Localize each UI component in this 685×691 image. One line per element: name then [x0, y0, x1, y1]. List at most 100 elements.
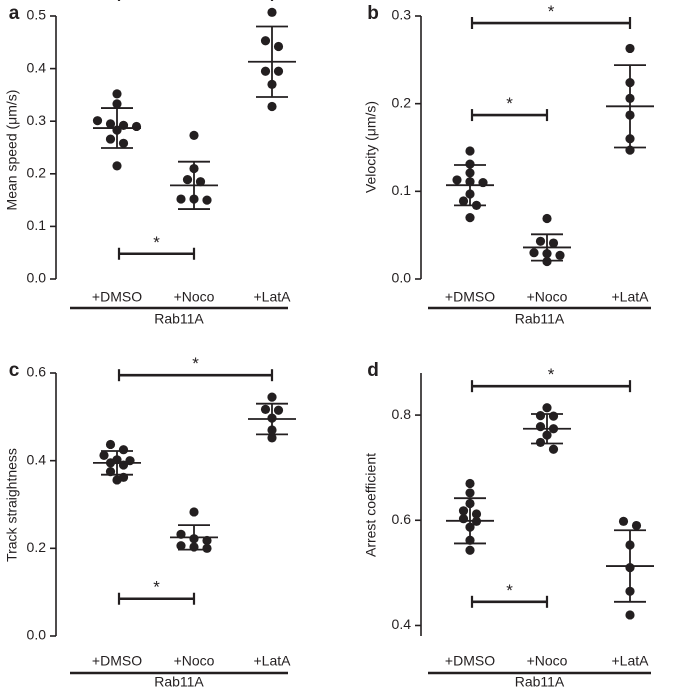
- panel-a: a Mean speed (μm/s) 0.0 0.1 0.2 0.3 0.4 0.5 +DMS…: [4, 0, 296, 327]
- data-point: [273, 41, 284, 52]
- data-point: [202, 543, 212, 553]
- data-point: [267, 7, 277, 17]
- data-point: [92, 116, 103, 126]
- significance-asterisk: *: [506, 581, 513, 600]
- data-point: [195, 177, 206, 187]
- y-axis-title: Mean speed (μm/s): [4, 90, 20, 211]
- group-label: Rab11A: [154, 674, 204, 690]
- data-point: [105, 134, 116, 144]
- group-label: Rab11A: [515, 311, 565, 327]
- significance-asterisk: *: [506, 94, 513, 113]
- data-point: [548, 238, 559, 248]
- x-category-label: +DMSO: [92, 653, 142, 669]
- data-point: [105, 439, 116, 450]
- data-point: [625, 43, 635, 54]
- data-point: [452, 175, 462, 185]
- panel-d: d Arrest coefficient 0.4 0.6 0.8 +DMSO +Noco +L…: [363, 360, 654, 690]
- y-tick-label: 0.3: [27, 112, 47, 128]
- y-axis-title: Arrest coefficient: [363, 453, 379, 557]
- panel-label: b: [367, 3, 379, 24]
- panel-label: c: [9, 360, 20, 381]
- x-category-label: +Noco: [174, 289, 215, 305]
- data-point: [631, 520, 642, 531]
- x-category-label: +LatA: [254, 289, 292, 305]
- data-point: [529, 248, 539, 258]
- y-tick-label: 0.0: [27, 627, 47, 643]
- data-point: [535, 236, 546, 246]
- data-point: [267, 101, 277, 112]
- panel-b: b Velocity (μm/s) 0.0 0.1 0.2 0.3 +DMSO +Noco +L…: [363, 2, 654, 327]
- data-point: [182, 174, 193, 185]
- x-category-label: +LatA: [254, 653, 292, 669]
- data-point: [458, 514, 469, 524]
- data-point: [471, 509, 482, 519]
- y-tick-label: 0.2: [392, 94, 412, 110]
- data-point: [465, 146, 475, 156]
- data-point: [118, 445, 129, 455]
- data-point: [105, 119, 116, 129]
- data-point: [542, 213, 552, 224]
- y-tick-label: 0.1: [27, 217, 47, 233]
- panel-label: a: [9, 3, 20, 24]
- y-tick-label: 0.8: [392, 406, 412, 422]
- y-tick-label: 0.4: [392, 616, 412, 632]
- y-tick-label: 0.6: [392, 511, 412, 527]
- y-tick-label: 0.0: [392, 270, 412, 286]
- data-point: [458, 196, 469, 206]
- data-point: [112, 475, 122, 485]
- y-tick-label: 0.2: [27, 539, 47, 555]
- data-point: [465, 478, 475, 489]
- x-category-label: +LatA: [612, 289, 650, 305]
- y-tick-label: 0.4: [27, 451, 47, 467]
- y-tick-label: 0.5: [27, 7, 47, 23]
- data-point: [535, 411, 546, 421]
- x-category-label: +DMSO: [92, 289, 142, 305]
- data-point: [625, 610, 635, 620]
- data-point: [176, 194, 186, 204]
- data-point: [176, 541, 186, 551]
- significance-asterisk: *: [192, 354, 199, 373]
- y-axis-title: Velocity (μm/s): [363, 101, 379, 193]
- significance-asterisk: *: [153, 233, 160, 252]
- data-point: [118, 460, 129, 470]
- data-point: [548, 444, 559, 454]
- group-label: Rab11A: [515, 674, 565, 690]
- data-point: [465, 488, 475, 498]
- y-axis-title: Track straightness: [4, 448, 20, 562]
- data-point: [273, 66, 284, 76]
- x-category-label: +Noco: [527, 653, 568, 669]
- data-point: [202, 195, 212, 205]
- y-tick-label: 0.1: [392, 182, 412, 198]
- data-point: [131, 121, 142, 132]
- data-point: [189, 507, 199, 517]
- y-tick-label: 0.6: [27, 364, 47, 380]
- y-tick-label: 0.2: [27, 165, 47, 181]
- data-point: [189, 130, 199, 141]
- significance-asterisk: *: [153, 578, 160, 597]
- data-point: [112, 89, 122, 99]
- significance-asterisk: *: [548, 365, 555, 384]
- data-point: [548, 411, 559, 421]
- data-point: [99, 450, 109, 461]
- data-point: [118, 138, 129, 148]
- y-tick-label: 0.4: [27, 59, 47, 75]
- data-point: [267, 433, 277, 443]
- x-category-label: +DMSO: [445, 653, 495, 669]
- x-category-label: +LatA: [612, 653, 650, 669]
- panel-label: d: [367, 360, 379, 381]
- data-point: [535, 422, 546, 432]
- data-point: [260, 404, 271, 414]
- data-point: [542, 403, 552, 413]
- panel-c: c Track straightness 0.0 0.2 0.4 0.6 +DMSO +Noc…: [4, 354, 296, 690]
- data-point: [273, 405, 284, 415]
- data-point: [465, 545, 475, 555]
- data-point: [465, 213, 475, 223]
- data-point: [618, 516, 629, 526]
- data-point: [112, 99, 122, 109]
- data-point: [555, 250, 565, 260]
- significance-asterisk: *: [548, 2, 555, 21]
- group-label: Rab11A: [154, 311, 204, 327]
- y-tick-label: 0.0: [27, 270, 47, 286]
- x-category-label: +Noco: [527, 289, 568, 305]
